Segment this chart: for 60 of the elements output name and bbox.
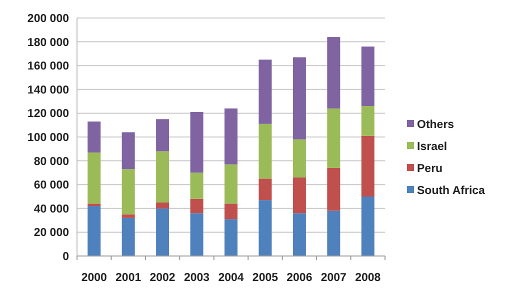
bar <box>190 112 204 173</box>
bar <box>156 202 170 208</box>
x-tick-label: 2004 <box>218 272 244 284</box>
y-tick-label: 140 000 <box>27 84 69 96</box>
bar <box>292 213 306 256</box>
x-tick-label: 2006 <box>286 272 312 284</box>
bar <box>224 204 238 220</box>
bar <box>224 219 238 256</box>
x-tick-label: 2005 <box>252 272 279 284</box>
legend-label: Peru <box>417 163 443 176</box>
bar <box>361 196 374 256</box>
bar <box>122 132 135 170</box>
bar <box>258 60 272 124</box>
y-tick-label: 180 000 <box>27 36 69 49</box>
bar <box>122 169 135 214</box>
x-tick-label: 2003 <box>184 272 210 284</box>
y-tick-label: 120 000 <box>27 108 69 120</box>
bar <box>122 218 135 256</box>
x-tick-label: 2008 <box>355 272 382 284</box>
bar <box>258 124 272 179</box>
y-tick-label: 40 000 <box>34 203 69 216</box>
bar <box>88 152 101 204</box>
x-tick-label: 2002 <box>150 272 176 284</box>
bar <box>327 37 340 108</box>
bar <box>190 172 204 199</box>
bar <box>88 122 101 152</box>
bar <box>122 214 135 218</box>
y-tick-label: 20 000 <box>34 227 69 240</box>
bar <box>361 46 374 106</box>
bar <box>224 164 238 204</box>
bar <box>361 106 374 136</box>
x-tick-label: 2007 <box>320 272 346 284</box>
bar <box>190 198 204 214</box>
legend-label: South Africa <box>417 185 486 198</box>
bar <box>292 139 306 178</box>
bar <box>327 108 340 168</box>
bar <box>361 136 374 196</box>
bar <box>327 210 340 256</box>
x-tick-label: 2001 <box>116 272 142 284</box>
x-tick-label: 2000 <box>81 272 107 284</box>
bar <box>156 208 170 256</box>
y-tick-label: 160 000 <box>27 60 69 73</box>
bar <box>156 151 170 202</box>
y-tick-label: 0 <box>62 251 69 264</box>
bar <box>258 200 272 256</box>
y-tick-label: 100 000 <box>27 132 69 144</box>
bar <box>224 108 238 164</box>
bar <box>88 206 101 256</box>
bar <box>156 119 170 152</box>
bar <box>292 57 306 140</box>
bar <box>327 168 340 211</box>
y-tick-label: 200 000 <box>27 13 69 26</box>
bar <box>292 177 306 214</box>
legend-label: Israel <box>417 141 448 154</box>
bar <box>88 204 101 206</box>
y-tick-label: 60 000 <box>34 180 69 192</box>
y-tick-label: 80 000 <box>34 156 69 168</box>
legend-label: Others <box>417 119 454 132</box>
bar <box>258 178 272 200</box>
bar <box>190 213 204 256</box>
